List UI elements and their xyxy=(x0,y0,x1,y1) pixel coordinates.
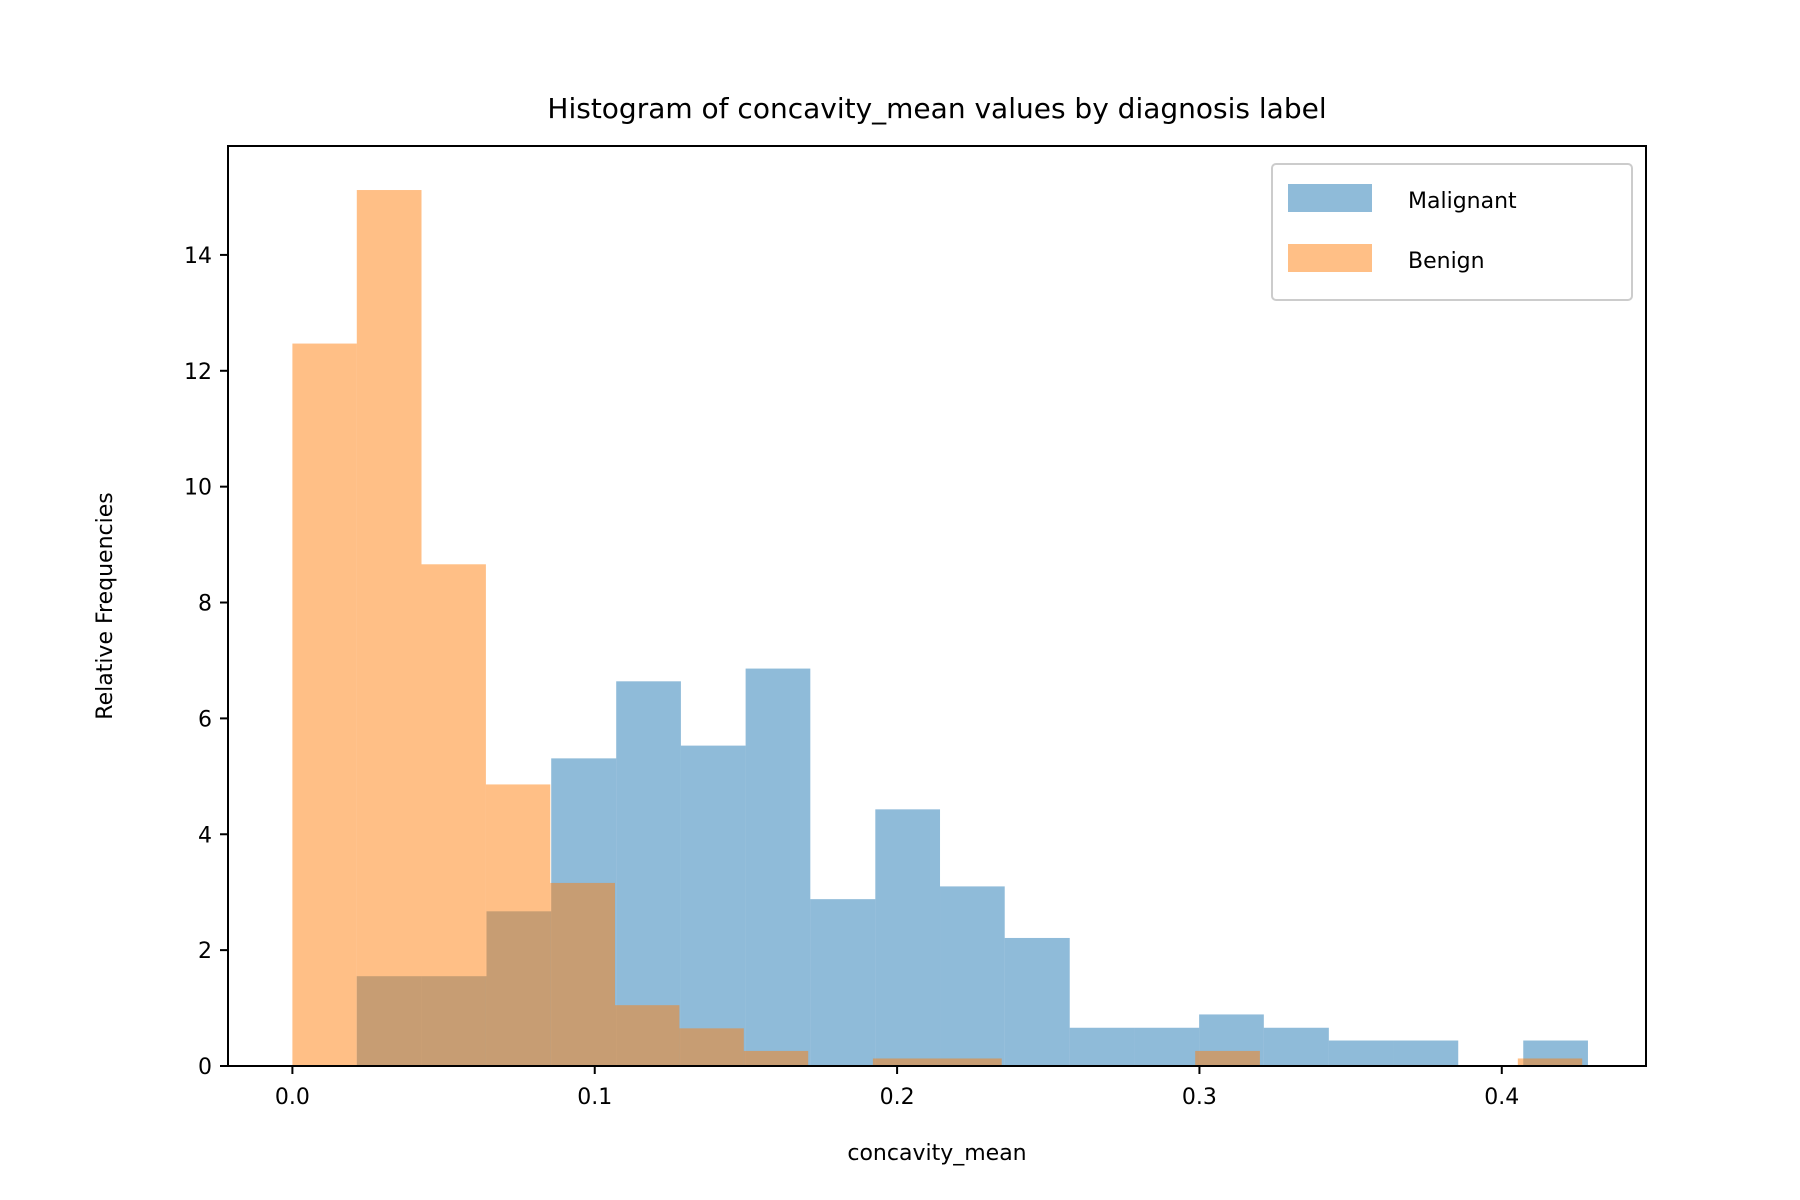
bar-malignant-4 xyxy=(616,681,681,1066)
bar-benign-14 xyxy=(1195,1050,1260,1066)
y-axis-label: Relative Frequencies xyxy=(93,492,118,719)
legend-label-benign: Benign xyxy=(1408,249,1485,274)
x-tick-label: 0.3 xyxy=(1182,1085,1217,1110)
bar-malignant-11 xyxy=(1069,1027,1135,1066)
bar-malignant-16 xyxy=(1393,1040,1459,1066)
x-tick-label: 0.0 xyxy=(275,1085,310,1110)
y-tick-label: 2 xyxy=(198,939,212,964)
x-tick-label: 0.4 xyxy=(1484,1085,1519,1110)
y-tick-label: 14 xyxy=(184,244,212,269)
y-tick-label: 6 xyxy=(198,707,212,732)
bar-benign-6 xyxy=(679,1028,744,1066)
chart-title: Histogram of concavity_mean values by di… xyxy=(547,92,1326,125)
bar-benign-10 xyxy=(937,1058,1002,1066)
bar-benign-0 xyxy=(292,343,357,1066)
bar-benign-4 xyxy=(550,882,615,1066)
bar-benign-3 xyxy=(485,784,551,1066)
bar-benign-7 xyxy=(743,1050,809,1066)
bar-malignant-14 xyxy=(1263,1027,1329,1066)
y-tick-label: 4 xyxy=(198,823,212,848)
bar-benign-5 xyxy=(615,1005,680,1066)
legend-label-malignant: Malignant xyxy=(1408,189,1517,214)
legend: Malignant Benign xyxy=(1271,163,1633,301)
bar-benign-9 xyxy=(872,1058,938,1066)
bars-layer xyxy=(292,190,1588,1066)
bar-benign-1 xyxy=(356,190,422,1066)
y-tick-label: 10 xyxy=(184,476,212,501)
legend-swatch-malignant xyxy=(1288,184,1372,212)
legend-swatch-benign xyxy=(1288,244,1372,272)
bar-malignant-15 xyxy=(1328,1040,1394,1066)
bar-malignant-12 xyxy=(1134,1027,1200,1066)
bar-malignant-5 xyxy=(680,745,746,1066)
y-tick-label: 12 xyxy=(184,360,212,385)
x-tick-label: 0.1 xyxy=(577,1085,612,1110)
x-axis-label: concavity_mean xyxy=(847,1141,1026,1166)
x-tick-label: 0.2 xyxy=(880,1085,915,1110)
bar-malignant-7 xyxy=(810,899,876,1066)
bar-malignant-6 xyxy=(745,668,811,1066)
bar-malignant-8 xyxy=(875,809,941,1066)
y-axis-ticks: 0 2 4 6 8 10 12 14 xyxy=(184,244,228,1080)
x-axis-ticks: 0.0 0.1 0.2 0.3 0.4 xyxy=(275,1066,1519,1110)
bar-benign-19 xyxy=(1517,1058,1583,1066)
y-tick-label: 0 xyxy=(198,1055,212,1080)
bar-malignant-9 xyxy=(940,886,1005,1066)
bar-benign-2 xyxy=(421,564,486,1066)
bar-malignant-10 xyxy=(1004,937,1070,1066)
plot-frame xyxy=(227,145,1647,1067)
y-tick-label: 8 xyxy=(198,592,212,617)
